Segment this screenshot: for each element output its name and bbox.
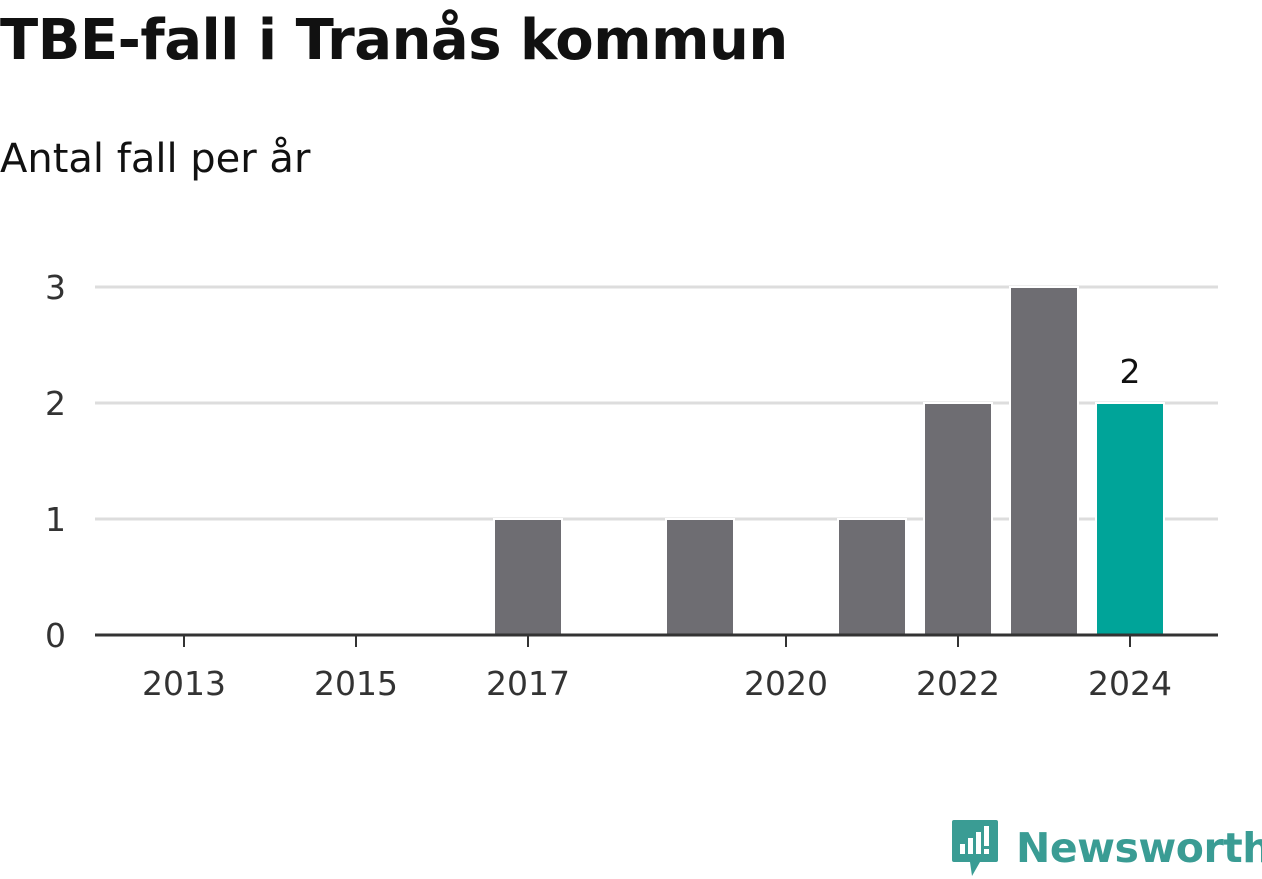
data-labels: 2 bbox=[1120, 352, 1141, 391]
x-tick-label-2015: 2015 bbox=[314, 664, 398, 703]
bar-2022 bbox=[923, 402, 993, 636]
y-tick-label-1: 1 bbox=[45, 500, 66, 539]
bar-2023 bbox=[1009, 286, 1079, 636]
bar-2019 bbox=[665, 518, 735, 636]
x-tick-label-2013: 2013 bbox=[142, 664, 226, 703]
data-label-2024: 2 bbox=[1120, 352, 1141, 391]
newsworthy-logo: Newsworthy bbox=[950, 818, 1262, 878]
chart-title: TBE-fall i Tranås kommun bbox=[0, 8, 788, 73]
x-tick-label-2020: 2020 bbox=[744, 664, 828, 703]
bar-2021 bbox=[837, 518, 907, 636]
x-tick-label-2017: 2017 bbox=[486, 664, 570, 703]
bar-2024 bbox=[1095, 402, 1165, 636]
y-tick-labels: 0 1 2 3 bbox=[45, 268, 66, 655]
y-tick-label-0: 0 bbox=[45, 616, 66, 655]
bar-2017 bbox=[493, 518, 563, 636]
x-axis bbox=[95, 633, 1218, 647]
y-tick-label-3: 3 bbox=[45, 268, 66, 307]
chart-subtitle: Antal fall per år bbox=[0, 136, 311, 182]
x-tick-labels: 2013 2015 2017 2020 2022 2024 bbox=[142, 664, 1172, 703]
brand-name: Newsworthy bbox=[1016, 824, 1262, 872]
y-tick-label-2: 2 bbox=[45, 384, 66, 423]
bars bbox=[493, 286, 1165, 636]
x-tick-label-2022: 2022 bbox=[916, 664, 1000, 703]
x-tick-label-2024: 2024 bbox=[1088, 664, 1172, 703]
newsworthy-logo-icon bbox=[952, 820, 998, 876]
